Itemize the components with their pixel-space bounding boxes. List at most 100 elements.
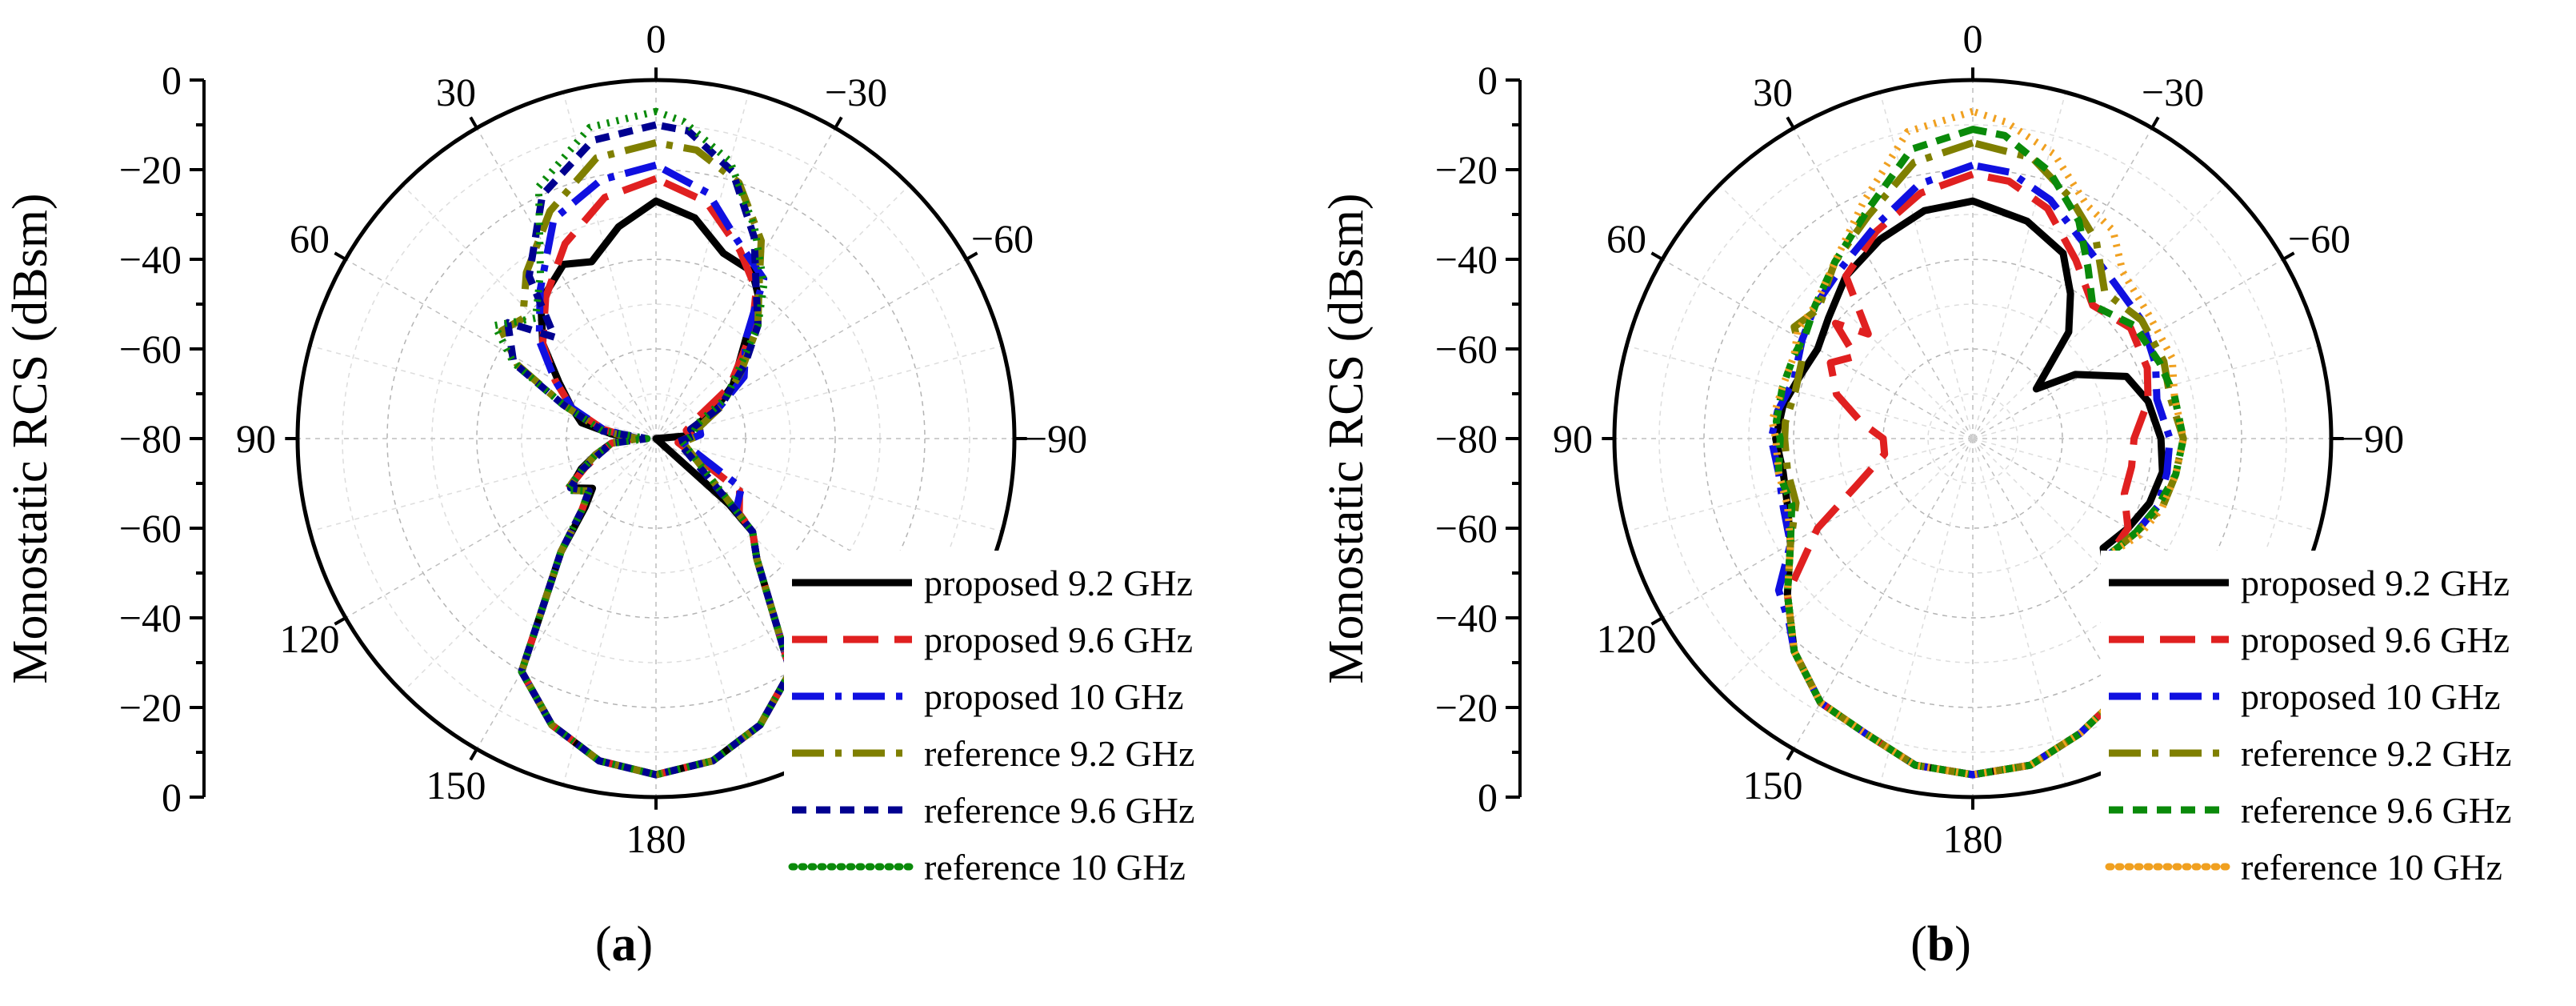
angle-tick-label: −90 bbox=[1025, 416, 1087, 461]
radial-tick-label: −40 bbox=[1435, 237, 1498, 282]
y-axis-label: Monostatic RCS (dBsm) bbox=[3, 193, 58, 683]
grid-spoke bbox=[655, 345, 1002, 439]
grid-spoke bbox=[1626, 345, 1974, 439]
grid-spoke bbox=[1972, 127, 2153, 439]
angle-tick-label: 150 bbox=[1743, 763, 1803, 808]
panel-label: (a) bbox=[595, 917, 653, 972]
radial-tick-label: −40 bbox=[119, 595, 182, 640]
grid-spoke bbox=[1972, 184, 2227, 439]
angle-tick bbox=[334, 251, 347, 261]
grid-spoke bbox=[1972, 438, 2319, 532]
angle-tick-label: 180 bbox=[1943, 816, 2003, 861]
grid-spoke bbox=[655, 438, 750, 785]
grid-ring-minor bbox=[1658, 124, 2287, 753]
grid-spoke bbox=[1972, 92, 2066, 439]
legend-background bbox=[784, 551, 1232, 900]
angle-tick-label: −30 bbox=[2142, 70, 2204, 114]
radial-tick-label: −60 bbox=[1435, 506, 1498, 551]
radial-tick-label: −20 bbox=[1435, 147, 1498, 192]
grid-spoke bbox=[1879, 92, 1974, 439]
panel-label: (b) bbox=[1910, 917, 1971, 972]
y-axis-label: Monostatic RCS (dBsm) bbox=[1319, 193, 1374, 683]
legend-label: reference 9.2 GHz bbox=[2241, 733, 2511, 774]
grid-spoke bbox=[476, 438, 657, 750]
grid-spoke bbox=[1718, 438, 1974, 693]
legend-label: reference 10 GHz bbox=[924, 847, 1186, 888]
radial-tick-label: 0 bbox=[1478, 58, 1498, 102]
radial-tick-label: −40 bbox=[1435, 595, 1498, 640]
angle-tick bbox=[2150, 116, 2160, 130]
radial-tick-label: −20 bbox=[119, 685, 182, 730]
radial-tick-label: −60 bbox=[119, 506, 182, 551]
angle-tick-label: 30 bbox=[1753, 70, 1793, 114]
grid-spoke bbox=[1662, 259, 1974, 439]
grid-spoke bbox=[402, 438, 657, 693]
angle-tick-label: 0 bbox=[646, 16, 666, 61]
radial-tick-label: 0 bbox=[1478, 775, 1498, 820]
legend-label: reference 9.2 GHz bbox=[924, 733, 1194, 774]
series-line-reference-9-2-ghz bbox=[498, 138, 794, 779]
grid-spoke bbox=[655, 184, 910, 439]
grid-spoke bbox=[655, 438, 1002, 532]
angle-tick bbox=[469, 116, 478, 130]
legend-label: reference 9.6 GHz bbox=[924, 790, 1194, 831]
grid-spoke bbox=[1972, 345, 2319, 439]
angle-tick-label: 60 bbox=[1606, 216, 1646, 261]
angle-tick-label: 150 bbox=[426, 763, 486, 808]
grid-spoke bbox=[1626, 438, 1974, 532]
legend-background bbox=[2101, 551, 2549, 900]
radial-tick-label: 0 bbox=[162, 775, 182, 820]
grid-spoke bbox=[345, 259, 657, 439]
legend-label: proposed 10 GHz bbox=[2241, 676, 2501, 717]
legend-label: proposed 9.6 GHz bbox=[2241, 619, 2510, 660]
grid-ring bbox=[476, 259, 836, 619]
grid-spoke bbox=[1793, 127, 1974, 439]
radial-tick-label: −60 bbox=[1435, 327, 1498, 371]
grid-spoke bbox=[655, 127, 836, 439]
grid-spoke bbox=[1972, 438, 2066, 785]
angle-tick-label: −60 bbox=[971, 216, 1034, 261]
panel-a: 0 −30 −60 −90 90 60 30 120 150 180 0 −20 −40 −60 −80 −6… bbox=[3, 16, 1232, 972]
angle-tick-label: 120 bbox=[279, 616, 339, 661]
angle-tick bbox=[2282, 251, 2295, 261]
angle-tick-label: 180 bbox=[626, 816, 686, 861]
radial-tick-label: −60 bbox=[119, 327, 182, 371]
radial-tick-label: −20 bbox=[1435, 685, 1498, 730]
grid-ring-minor bbox=[1927, 393, 2018, 484]
grid-spoke bbox=[1879, 438, 1974, 785]
legend-label: reference 10 GHz bbox=[2241, 847, 2502, 888]
legend-label: reference 9.6 GHz bbox=[2241, 790, 2511, 831]
grid-spoke bbox=[310, 345, 657, 439]
grid-spoke bbox=[402, 184, 657, 439]
angle-tick-label: −90 bbox=[2342, 416, 2404, 461]
angle-tick bbox=[1650, 616, 1664, 626]
grid-spoke bbox=[1718, 184, 1974, 439]
radial-tick-label: −40 bbox=[119, 237, 182, 282]
series-line-reference-10-ghz bbox=[1768, 107, 2187, 779]
angle-tick bbox=[965, 251, 978, 261]
radial-tick-label: −80 bbox=[1435, 416, 1498, 461]
angle-tick-label: 90 bbox=[236, 416, 276, 461]
grid-ring bbox=[1793, 259, 2153, 619]
angle-tick-label: 60 bbox=[290, 216, 330, 261]
angle-tick-label: −30 bbox=[825, 70, 887, 114]
angle-tick bbox=[469, 747, 478, 761]
grid-spoke bbox=[1972, 259, 2284, 439]
grid-spoke bbox=[1793, 438, 1974, 750]
angle-tick-label: 120 bbox=[1596, 616, 1656, 661]
radial-tick-label: −20 bbox=[119, 147, 182, 192]
angle-tick-label: 30 bbox=[436, 70, 476, 114]
angle-tick-label: −60 bbox=[2288, 216, 2350, 261]
angle-tick bbox=[834, 116, 843, 130]
grid-spoke bbox=[1662, 438, 1974, 619]
legend-label: proposed 9.6 GHz bbox=[924, 619, 1193, 660]
grid-ring-minor bbox=[342, 124, 970, 753]
angle-tick bbox=[1786, 116, 1795, 130]
grid-ring-minor bbox=[610, 393, 702, 484]
angle-tick bbox=[1786, 747, 1795, 761]
angle-tick bbox=[334, 616, 347, 626]
grid-spoke bbox=[476, 127, 657, 439]
angle-tick-label: 0 bbox=[1963, 16, 1983, 61]
grid-spoke bbox=[562, 92, 657, 439]
